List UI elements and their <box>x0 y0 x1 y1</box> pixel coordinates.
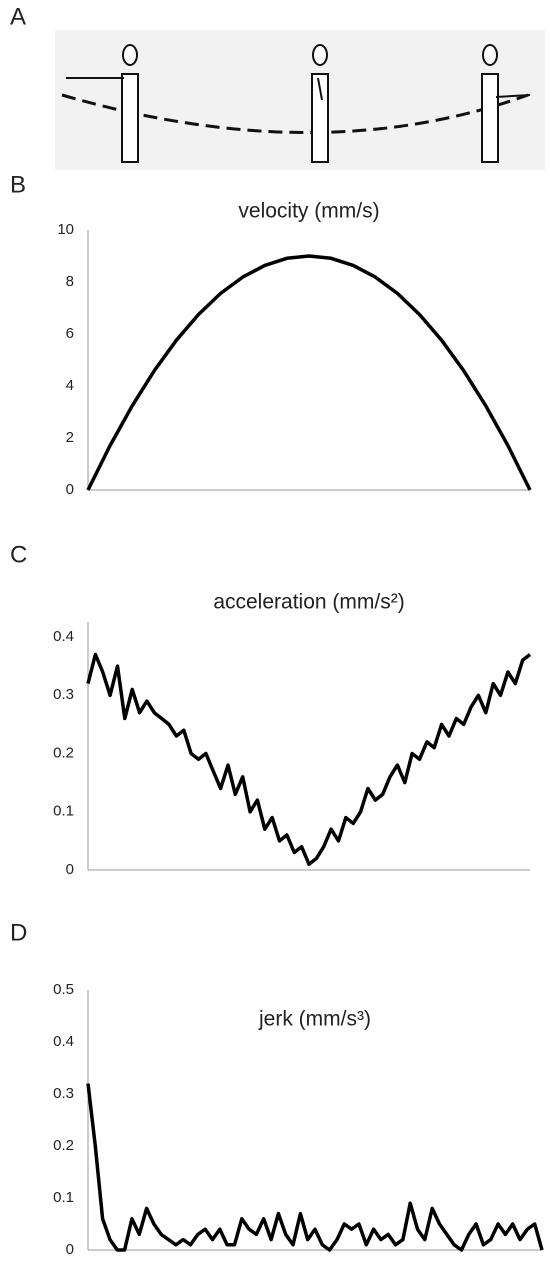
illustration <box>55 30 545 170</box>
panel-label: A <box>10 3 26 30</box>
y-tick-label: 0 <box>66 861 74 878</box>
y-tick-label: 0 <box>66 1241 74 1258</box>
y-tick-label: 0 <box>66 481 74 498</box>
y-tick-label: 10 <box>57 221 74 238</box>
y-tick-label: 0.2 <box>53 1137 74 1154</box>
y-tick-label: 0.2 <box>53 744 74 761</box>
chart-title: velocity (mm/s) <box>238 200 379 223</box>
y-tick-label: 0.3 <box>53 1085 74 1102</box>
data-line <box>86 652 532 866</box>
data-line <box>86 254 532 491</box>
chart-title: acceleration (mm/s²) <box>213 591 404 614</box>
y-tick-label: 2 <box>66 429 74 446</box>
panel-label: C <box>10 541 27 568</box>
y-tick-label: 0.4 <box>53 628 74 645</box>
y-tick-label: 0.3 <box>53 686 74 703</box>
panel-label: B <box>10 171 26 198</box>
y-tick-label: 4 <box>66 377 74 394</box>
y-tick-label: 0.1 <box>53 803 74 820</box>
chart-title: jerk (mm/s³) <box>258 1008 371 1031</box>
y-tick-label: 8 <box>66 273 74 290</box>
y-tick-label: 0.4 <box>53 1033 74 1050</box>
panel-label: D <box>10 919 27 946</box>
y-tick-label: 6 <box>66 325 74 342</box>
y-tick-label: 0.5 <box>53 981 74 998</box>
y-tick-label: 0.1 <box>53 1189 74 1206</box>
data-line <box>86 1083 544 1252</box>
